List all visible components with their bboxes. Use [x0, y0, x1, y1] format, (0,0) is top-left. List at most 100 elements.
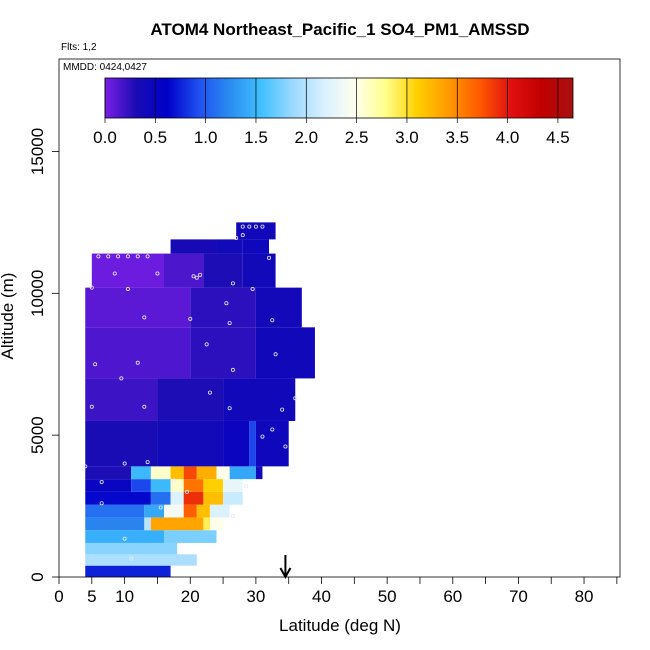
x-tick-label: 50 [378, 587, 397, 606]
sample-point [96, 254, 101, 259]
sample-point [247, 224, 252, 229]
heatmap-cell [196, 504, 210, 518]
heatmap-cell [150, 479, 171, 492]
heatmap-cell [131, 479, 151, 492]
x-axis: 0 5 10 20 30 40 50 60 70 80 [54, 577, 618, 606]
sample-point [198, 272, 203, 277]
heatmap-cell [249, 420, 256, 467]
heatmap-cell [229, 466, 256, 480]
colorbar-tick-label: 4.5 [546, 128, 570, 147]
heatmap-cell [216, 239, 243, 254]
heatmap-cell [85, 420, 158, 467]
heatmap-cell [190, 327, 256, 379]
plot-frame [58, 58, 621, 578]
latitude-marker [279, 555, 292, 580]
sample-point [93, 362, 98, 367]
sample-point [227, 406, 232, 411]
sample-point [293, 396, 298, 401]
heatmap-cell [85, 378, 158, 421]
sample-point [240, 224, 245, 229]
sample-point [112, 271, 117, 276]
y-tick-label: 5000 [28, 416, 47, 454]
sample-point [125, 287, 130, 292]
heatmap-cell [170, 239, 217, 254]
heatmap-cell [223, 491, 243, 505]
heatmap-cell [203, 517, 210, 531]
sample-point [122, 536, 127, 541]
heatmap-cell [255, 327, 315, 379]
heatmap-cell [157, 378, 224, 421]
chart-title: ATOM4 Northeast_Pacific_1 SO4_PM1_AMSSD [150, 20, 530, 39]
heatmap-cell [223, 479, 243, 492]
sample-point [129, 556, 134, 561]
colorbar-tick-label: 2.5 [345, 128, 369, 147]
heatmap-cells [85, 222, 315, 577]
heatmap-cell [85, 479, 132, 492]
heatmap-cell [183, 504, 197, 518]
sample-point [224, 301, 229, 306]
sample-point [230, 514, 235, 519]
y-tick-label: 0 [28, 572, 47, 581]
heatmap-cell [223, 378, 296, 421]
sample-point [116, 254, 121, 259]
sample-point [244, 484, 249, 489]
heatmap-cell [85, 327, 191, 379]
heatmap-cell [190, 287, 256, 328]
sample-point [99, 479, 104, 484]
x-axis-label: Latitude (deg N) [279, 616, 401, 635]
heatmap-cell [85, 530, 165, 543]
heatmap-cell [203, 491, 224, 505]
heatmap-cell [85, 287, 191, 328]
sample-point [234, 235, 239, 240]
heatmap-cell [255, 466, 263, 480]
heatmap-cell [144, 517, 151, 531]
colorbar-tick-label: 4.0 [496, 128, 520, 147]
heatmap-cell [209, 504, 230, 518]
x-tick-label: 30 [246, 587, 265, 606]
heatmap-cell [170, 466, 184, 480]
heatmap-cell [157, 420, 224, 467]
heatmap-cell [203, 479, 224, 492]
sample-point [89, 404, 94, 409]
sample-point [142, 315, 147, 320]
heatmap-cell [150, 491, 171, 505]
sample-point [230, 367, 235, 372]
x-tick-label: 20 [181, 587, 200, 606]
heatmap-cell [164, 504, 184, 518]
sample-point [184, 489, 189, 494]
heatmap-cell [183, 466, 197, 480]
y-axis: 0 5000 10000 15000 [28, 128, 59, 582]
sample-point [191, 274, 196, 279]
heatmap-cell [164, 530, 217, 543]
colorbar-tick-label: 0.0 [93, 128, 117, 147]
sample-point [207, 390, 212, 395]
sample-point [83, 464, 88, 469]
sample-point [273, 352, 278, 357]
sample-point [171, 478, 176, 483]
sample-point [253, 224, 258, 229]
x-tick-label: 5 [87, 587, 96, 606]
heatmap-cell [91, 253, 165, 288]
heatmap-cell [85, 517, 145, 531]
heatmap-cell [242, 239, 270, 254]
sample-point [194, 275, 199, 280]
heatmap-cell [85, 504, 145, 518]
sample-point [280, 407, 285, 412]
sample-markers [83, 224, 298, 561]
heatmap-cell [85, 565, 171, 577]
heatmap-cell [85, 491, 151, 505]
sample-point [260, 224, 265, 229]
dates-label: MMDD: 0424,0427 [63, 62, 147, 73]
sample-point [145, 254, 150, 259]
x-tick-label: 10 [115, 587, 134, 606]
colorbar-tick-label: 3.5 [445, 128, 469, 147]
x-tick-label: 40 [312, 587, 331, 606]
sample-point [188, 316, 193, 321]
sample-point [135, 360, 140, 365]
sample-point [260, 434, 265, 439]
sample-point [267, 255, 272, 260]
colorbar-gradient [104, 77, 574, 119]
sample-point [89, 285, 94, 290]
